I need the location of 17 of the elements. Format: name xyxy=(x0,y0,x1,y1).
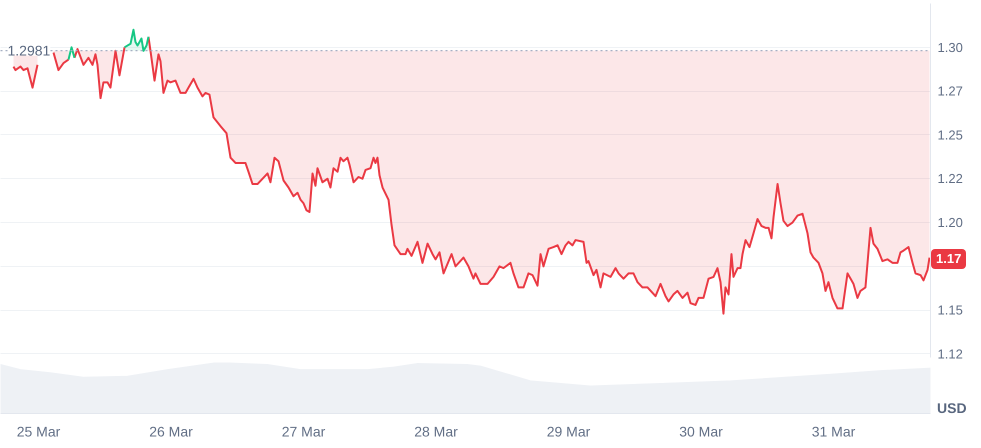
x-tick-label: 29 Mar xyxy=(546,424,591,440)
x-tick-label: 27 Mar xyxy=(282,424,326,440)
y-tick-label: 1.22 xyxy=(938,171,963,186)
ref-line-label: 1.2981 xyxy=(8,42,51,59)
y-tick-label: 1.30 xyxy=(938,40,963,55)
x-tick-label: 31 Mar xyxy=(812,424,856,440)
x-tick-label: 28 Mar xyxy=(414,424,458,440)
x-tick-label: 25 Mar xyxy=(16,424,61,440)
y-tick-label: 1.25 xyxy=(938,127,963,142)
y-axis-title: USD xyxy=(937,400,967,416)
y-tick-label: 1.15 xyxy=(938,302,963,318)
x-tick-label: 30 Mar xyxy=(679,424,724,440)
y-tick-label: 1.20 xyxy=(938,215,963,230)
annotation: 1.17 xyxy=(931,249,966,269)
x-tick-label: 26 Mar xyxy=(149,424,194,440)
y-tick-label: 1.12 xyxy=(938,346,963,362)
y-tick-label: 1.27 xyxy=(938,84,963,99)
